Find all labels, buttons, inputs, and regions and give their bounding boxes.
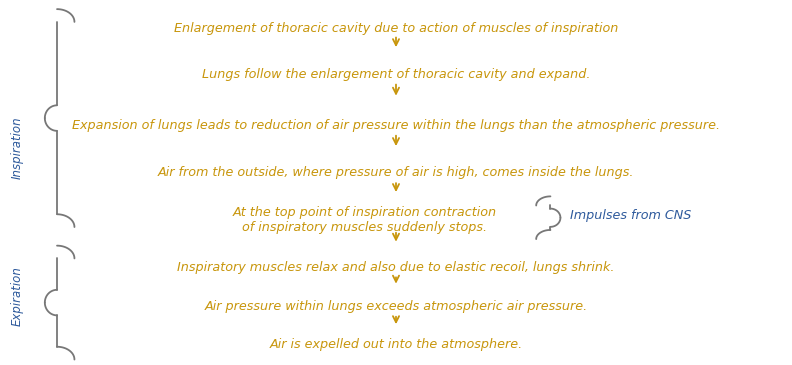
Text: Inspiratory muscles relax and also due to elastic recoil, lungs shrink.: Inspiratory muscles relax and also due t… bbox=[177, 261, 615, 274]
Text: Air is expelled out into the atmosphere.: Air is expelled out into the atmosphere. bbox=[269, 338, 523, 351]
Text: Expansion of lungs leads to reduction of air pressure within the lungs than the : Expansion of lungs leads to reduction of… bbox=[72, 119, 720, 132]
Text: Air pressure within lungs exceeds atmospheric air pressure.: Air pressure within lungs exceeds atmosp… bbox=[204, 300, 588, 313]
Text: Inspiration: Inspiration bbox=[11, 116, 24, 179]
Text: Lungs follow the enlargement of thoracic cavity and expand.: Lungs follow the enlargement of thoracic… bbox=[202, 68, 590, 81]
Text: At the top point of inspiration contraction
of inspiratory muscles suddenly stop: At the top point of inspiration contract… bbox=[232, 206, 497, 234]
Text: Enlargement of thoracic cavity due to action of muscles of inspiration: Enlargement of thoracic cavity due to ac… bbox=[173, 22, 619, 35]
Text: Air from the outside, where pressure of air is high, comes inside the lungs.: Air from the outside, where pressure of … bbox=[158, 166, 634, 179]
Text: Impulses from CNS: Impulses from CNS bbox=[570, 209, 691, 222]
Text: Expiration: Expiration bbox=[11, 266, 24, 326]
